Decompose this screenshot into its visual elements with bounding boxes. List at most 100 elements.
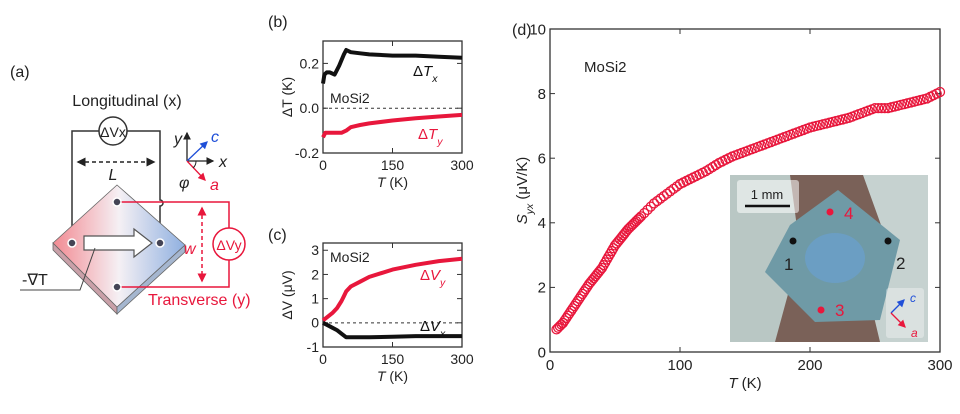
- panel-a-schematic: (a) Longitudinal (x) ΔVx L -∇T ΔVy w Tra…: [10, 64, 251, 315]
- y-tick-label: 2: [538, 280, 546, 297]
- axis-c-label: c: [211, 129, 219, 146]
- chart-b: 0 150 300 -0.2 0.0 0.2 T (K) ΔT (K) MoSi2 ΔTx ΔTy: [279, 40, 474, 190]
- width-label: w: [184, 241, 197, 258]
- material-label: MoSi2: [584, 59, 627, 76]
- y-tick-label: 0: [538, 344, 546, 361]
- data-point: [635, 211, 647, 222]
- data-point: [598, 260, 609, 271]
- plot-frame: [549, 28, 941, 353]
- data-point: [658, 191, 669, 202]
- length-label: L: [109, 167, 118, 184]
- data-point: [661, 188, 673, 199]
- y-tick-label: 4: [538, 215, 546, 232]
- scale-bar-label: 1 mm: [751, 187, 784, 202]
- series-label: ΔTx: [413, 63, 438, 85]
- y-tick-label: 0.2: [300, 55, 320, 71]
- y-axis-label: Syx (μV/K): [514, 157, 536, 225]
- contact-4-label: 4: [844, 204, 853, 223]
- x-tick-label: 0: [319, 157, 327, 173]
- data-point: [642, 204, 653, 216]
- y-tick-label: 8: [538, 86, 546, 103]
- panel-label-b: (b): [268, 14, 288, 31]
- electrode: [155, 238, 165, 248]
- axis-y-label: y: [173, 131, 183, 148]
- x-tick-label: 150: [381, 157, 405, 173]
- contact-3-label: 3: [835, 301, 844, 320]
- data-point: [869, 102, 881, 114]
- data-point: [648, 198, 660, 209]
- data-point: [652, 195, 663, 207]
- x-tick-label: 300: [927, 357, 952, 374]
- data-point: [707, 161, 718, 173]
- x-axis-label: T (K): [377, 174, 408, 190]
- panel-label-d: (d): [512, 22, 532, 39]
- crystal-axes: y x c a φ: [173, 129, 228, 194]
- y-tick-label: 1: [311, 291, 319, 307]
- axis-a-label: a: [210, 177, 219, 194]
- data-point: [645, 201, 656, 212]
- contact-3: [817, 306, 825, 314]
- series-line-1: [321, 112, 463, 139]
- chart-d: 0 100 200 300 0 2 4 6 8 10 T (K) Syx (μV/K) MoSi2: [514, 21, 953, 392]
- series-label: ΔVy: [420, 267, 446, 289]
- data-point: [879, 102, 890, 114]
- data-point: [601, 254, 613, 265]
- sample-photo-inset: 1 mm 4 1 2 3 c a: [730, 175, 928, 342]
- data-point: [665, 186, 676, 197]
- panel-label-a: (a): [10, 64, 30, 81]
- data-point: [596, 262, 608, 274]
- series-label: ΔTy: [418, 126, 443, 148]
- electrodes: [67, 197, 165, 292]
- inset-a-label: a: [911, 326, 918, 340]
- x-tick-label: 100: [667, 357, 692, 374]
- y-axis-label: ΔT (K): [279, 77, 295, 117]
- heat-flow-arrow: [83, 227, 153, 259]
- x-tick-label: 150: [381, 351, 405, 367]
- x-tick-label: 0: [546, 357, 554, 374]
- material-label: MoSi2: [330, 90, 370, 106]
- material-label: MoSi2: [330, 249, 370, 265]
- y-tick-label: 0.0: [300, 100, 320, 116]
- data-point: [639, 207, 650, 219]
- panel-label-c: (c): [268, 227, 287, 244]
- series-line-1: [322, 321, 462, 340]
- contact-1-label: 1: [784, 255, 793, 274]
- electrode: [112, 282, 122, 292]
- y-tick-label: 2: [311, 266, 319, 282]
- electrode: [67, 238, 77, 248]
- series-line-0: [321, 256, 463, 322]
- y-tick-label: 6: [538, 150, 546, 167]
- y-axis-label: ΔV (μV): [279, 270, 295, 319]
- y-tick-label: 0: [311, 315, 319, 331]
- y-tick-label: 3: [311, 242, 319, 258]
- series-line-0: [321, 48, 463, 84]
- y-tick-label: 10: [529, 21, 546, 38]
- voltmeter-y: [212, 227, 246, 261]
- data-point: [603, 251, 614, 262]
- inset-c-label: c: [910, 291, 916, 305]
- x-axis-label: T (K): [377, 368, 408, 384]
- data-point: [600, 257, 611, 268]
- x-tick-label: 0: [319, 351, 327, 367]
- data-point: [606, 245, 617, 257]
- data-point: [876, 102, 887, 114]
- x-axis-label: T (K): [728, 375, 761, 392]
- voltmeter-x: [98, 116, 128, 146]
- transverse-label: Transverse (y): [148, 292, 251, 309]
- axis-x-label: x: [218, 154, 228, 171]
- dvy-label: ΔVy: [216, 237, 241, 253]
- data-point: [873, 102, 884, 114]
- data-point: [632, 214, 643, 225]
- y-tick-label: -1: [307, 339, 320, 355]
- electrode: [112, 197, 122, 207]
- grad-leader: [20, 247, 96, 291]
- grad-label: -∇T: [22, 272, 48, 289]
- x-tick-label: 300: [450, 157, 474, 173]
- y-tick-label: -0.2: [295, 145, 319, 161]
- data-point: [655, 193, 666, 204]
- series-label: ΔVx: [420, 318, 446, 340]
- contact-1: [789, 237, 797, 245]
- contact-2-label: 2: [896, 254, 905, 273]
